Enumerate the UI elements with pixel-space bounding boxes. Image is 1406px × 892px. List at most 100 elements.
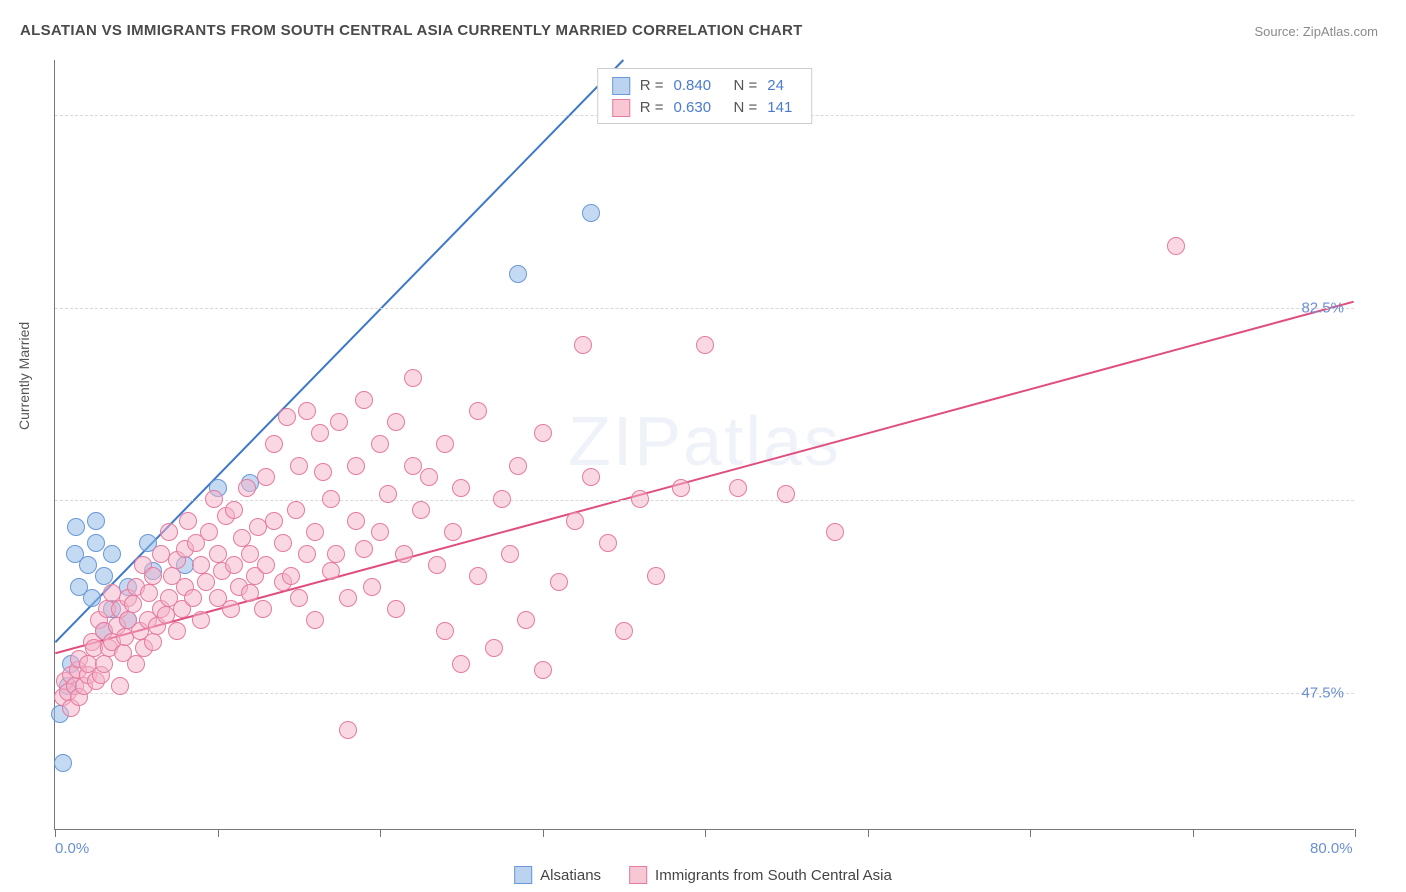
- x-tick-label: 0.0%: [55, 840, 89, 857]
- data-point: [517, 611, 535, 629]
- data-point: [339, 589, 357, 607]
- gridline: [55, 308, 1354, 309]
- trend-lines-layer: [55, 60, 1354, 829]
- legend-row: R =0.840N =24: [612, 75, 798, 97]
- data-point: [290, 457, 308, 475]
- legend-r-label: R =: [640, 97, 664, 119]
- data-point: [452, 479, 470, 497]
- data-point: [79, 556, 97, 574]
- x-tick: [218, 829, 219, 837]
- watermark-text: ZIPatlas: [568, 401, 841, 481]
- legend-item: Alsatians: [514, 866, 601, 884]
- legend-r-value: 0.630: [674, 97, 724, 119]
- data-point: [144, 633, 162, 651]
- data-point: [387, 413, 405, 431]
- x-tick-label: 80.0%: [1310, 840, 1353, 857]
- data-point: [1167, 237, 1185, 255]
- legend-label: Alsatians: [540, 867, 601, 884]
- legend-swatch: [514, 866, 532, 884]
- data-point: [179, 512, 197, 530]
- legend-n-value: 24: [767, 75, 797, 97]
- data-point: [509, 457, 527, 475]
- legend-swatch: [612, 99, 630, 117]
- data-point: [469, 567, 487, 585]
- gridline: [55, 500, 1354, 501]
- data-point: [534, 424, 552, 442]
- data-point: [696, 336, 714, 354]
- data-point: [238, 479, 256, 497]
- data-point: [412, 501, 430, 519]
- data-point: [282, 567, 300, 585]
- data-point: [67, 518, 85, 536]
- data-point: [469, 402, 487, 420]
- data-point: [265, 512, 283, 530]
- data-point: [290, 589, 308, 607]
- data-point: [322, 490, 340, 508]
- data-point: [327, 545, 345, 563]
- legend-n-label: N =: [734, 75, 758, 97]
- data-point: [306, 523, 324, 541]
- legend-row: R =0.630N =141: [612, 97, 798, 119]
- data-point: [287, 501, 305, 519]
- data-point: [160, 523, 178, 541]
- data-point: [501, 545, 519, 563]
- data-point: [355, 391, 373, 409]
- data-point: [330, 413, 348, 431]
- data-point: [672, 479, 690, 497]
- data-point: [225, 501, 243, 519]
- data-point: [192, 611, 210, 629]
- data-point: [111, 677, 129, 695]
- x-tick: [380, 829, 381, 837]
- data-point: [566, 512, 584, 530]
- x-tick: [1030, 829, 1031, 837]
- legend-label: Immigrants from South Central Asia: [655, 867, 892, 884]
- data-point: [95, 655, 113, 673]
- series-legend: Alsatians Immigrants from South Central A…: [514, 866, 892, 884]
- chart-title: ALSATIAN VS IMMIGRANTS FROM SOUTH CENTRA…: [20, 22, 803, 39]
- data-point: [222, 600, 240, 618]
- correlation-legend: R =0.840N =24R =0.630N =141: [597, 68, 813, 124]
- gridline: [55, 693, 1354, 694]
- data-point: [436, 435, 454, 453]
- data-point: [103, 545, 121, 563]
- data-point: [314, 463, 332, 481]
- legend-item: Immigrants from South Central Asia: [629, 866, 892, 884]
- legend-r-label: R =: [640, 75, 664, 97]
- data-point: [428, 556, 446, 574]
- x-tick: [55, 829, 56, 837]
- legend-swatch: [612, 77, 630, 95]
- data-point: [184, 589, 202, 607]
- data-point: [322, 562, 340, 580]
- data-point: [826, 523, 844, 541]
- y-axis-label: Currently Married: [16, 322, 32, 430]
- data-point: [371, 523, 389, 541]
- y-tick-label: 47.5%: [1301, 684, 1344, 701]
- data-point: [582, 468, 600, 486]
- data-point: [54, 754, 72, 772]
- data-point: [278, 408, 296, 426]
- data-point: [140, 584, 158, 602]
- data-point: [355, 540, 373, 558]
- data-point: [599, 534, 617, 552]
- data-point: [144, 567, 162, 585]
- data-point: [371, 435, 389, 453]
- data-point: [311, 424, 329, 442]
- data-point: [582, 204, 600, 222]
- data-point: [387, 600, 405, 618]
- data-point: [404, 369, 422, 387]
- data-point: [574, 336, 592, 354]
- data-point: [647, 567, 665, 585]
- data-point: [436, 622, 454, 640]
- data-point: [200, 523, 218, 541]
- y-tick-label: 82.5%: [1301, 299, 1344, 316]
- data-point: [205, 490, 223, 508]
- data-point: [420, 468, 438, 486]
- data-point: [306, 611, 324, 629]
- data-point: [127, 655, 145, 673]
- data-point: [452, 655, 470, 673]
- data-point: [347, 512, 365, 530]
- data-point: [241, 545, 259, 563]
- data-point: [298, 545, 316, 563]
- data-point: [192, 556, 210, 574]
- data-point: [225, 556, 243, 574]
